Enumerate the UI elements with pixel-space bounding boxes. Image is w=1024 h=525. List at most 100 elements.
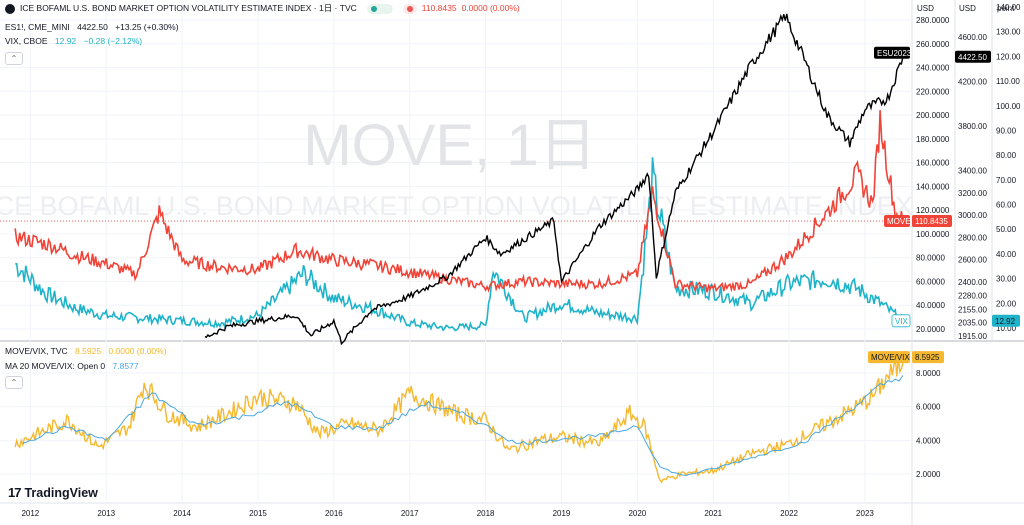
move-axis-unit[interactable]: USD xyxy=(917,4,934,13)
move-axis-tick-label: 60.0000 xyxy=(916,277,945,286)
move-axis-tick-label: 40.0000 xyxy=(916,301,945,310)
es-axis-tick-label: 2155.00 xyxy=(958,305,987,314)
collapse-ratio-legend-button[interactable]: ⌃ xyxy=(5,376,23,389)
vix-axis-tick-label: 30.00 xyxy=(996,275,1017,284)
es-series-line xyxy=(204,13,904,346)
move-line-label-bg xyxy=(884,215,910,228)
es-axis-tick-label: 2280.00 xyxy=(958,291,987,300)
move-axis-tick-label: 100.0000 xyxy=(916,230,950,239)
vix-axis-tick-label: 130.00 xyxy=(996,28,1021,37)
vix-axis-tick-label: 20.00 xyxy=(996,299,1017,308)
move-axis-value-bg xyxy=(912,215,952,228)
tradingview-logo-icon: 17 xyxy=(8,485,22,500)
es-line-label: ESU2023 xyxy=(877,49,912,58)
ratio-axis-tick-label: 4.0000 xyxy=(916,436,941,445)
es-axis-value: 4422.50 xyxy=(958,53,987,62)
year-tick-label: 2014 xyxy=(173,509,191,518)
vix-series-line xyxy=(15,157,904,332)
ratio-symbol: MOVE/VIX, TVC xyxy=(5,346,68,356)
move-axis-tick-label: 80.0000 xyxy=(916,254,945,263)
ma-series-line xyxy=(22,375,904,476)
vix-axis-tick-label: 40.00 xyxy=(996,250,1017,259)
ma-legend[interactable]: MA 20 MOVE/VIX: Open 0 7.8577 xyxy=(5,361,144,372)
vix-axis-value: 12.92 xyxy=(995,317,1016,326)
vix-symbol: VIX, CBOE xyxy=(5,36,48,46)
move-axis-tick-label: 260.0000 xyxy=(916,40,950,49)
move-axis-value: 110.8435 xyxy=(915,217,948,226)
data-status-icon[interactable] xyxy=(402,3,417,14)
year-tick-label: 2022 xyxy=(780,509,798,518)
vix-line-label-border xyxy=(891,314,911,328)
ratio-axis-value: 8.5925 xyxy=(915,353,940,362)
move-axis-tick-label: 20.0000 xyxy=(916,325,945,334)
tradingview-wordmark: TradingView xyxy=(24,485,98,500)
es-legend[interactable]: ES1!, CME_MINI 4422.50 +13.25 (+0.30%) xyxy=(5,22,184,33)
vix-axis-tick-label: 60.00 xyxy=(996,201,1017,210)
ratio-line-label: MOVE/VIX xyxy=(871,353,910,362)
es-axis-tick-label: 2800.00 xyxy=(958,233,987,242)
year-tick-label: 2023 xyxy=(856,509,874,518)
es-axis-tick-label: 3400.00 xyxy=(958,167,987,176)
ratio-axis-value-bg xyxy=(912,351,944,364)
es-symbol: ES1!, CME_MINI xyxy=(5,22,70,32)
vix-legend[interactable]: VIX, CBOE 12.92 −0.28 (−2.12%) xyxy=(5,36,147,47)
year-tick-label: 2012 xyxy=(21,509,39,518)
year-tick-label: 2020 xyxy=(628,509,646,518)
year-tick-label: 2018 xyxy=(477,509,495,518)
year-tick-label: 2021 xyxy=(704,509,722,518)
ratio-price: 8.5925 xyxy=(75,346,102,356)
year-tick-label: 2019 xyxy=(553,509,571,518)
es-axis-tick-label: 3200.00 xyxy=(958,189,987,198)
vix-price: 12.92 xyxy=(54,36,77,46)
watermark-main: MOVE, 1日 xyxy=(303,113,596,178)
symbol-legend: ICE BOFAML U.S. BOND MARKET OPTION VOLAT… xyxy=(5,3,525,14)
ratio-legend[interactable]: MOVE/VIX, TVC 8.5925 0.0000 (0.00%) xyxy=(5,346,172,357)
tradingview-logo[interactable]: 17 TradingView xyxy=(8,485,98,500)
es-axis-tick-label: 3800.00 xyxy=(958,122,987,131)
vix-axis-tick-label: 140.00 xyxy=(996,3,1021,12)
ma-name: MA 20 MOVE/VIX: Open 0 xyxy=(5,361,106,371)
es-axis-tick-label: 2400.00 xyxy=(958,278,987,287)
vix-axis-tick-label: 110.00 xyxy=(996,77,1020,86)
ratio-line-label-bg xyxy=(868,351,910,364)
move-axis-tick-label: 280.0000 xyxy=(916,16,950,25)
es-axis-tick-label: 2035.00 xyxy=(958,319,987,328)
es-axis-value-bg xyxy=(955,50,991,63)
symbol-title: ICE BOFAML U.S. BOND MARKET OPTION VOLAT… xyxy=(20,3,357,13)
vix-axis-unit[interactable]: point xyxy=(997,4,1015,13)
move-axis-tick-label: 180.0000 xyxy=(916,135,950,144)
vix-change: −0.28 (−2.12%) xyxy=(83,36,143,46)
ratio-axis-tick-label: 8.0000 xyxy=(916,369,941,378)
header-change: 0.0000 (0.00%) xyxy=(461,3,520,13)
vix-axis-tick-label: 50.00 xyxy=(996,225,1017,234)
vix-axis-tick-label: 80.00 xyxy=(996,151,1017,160)
ratio-axis-tick-label: 6.0000 xyxy=(916,403,941,412)
es-axis-unit[interactable]: USD xyxy=(959,4,976,13)
vix-line-label-bg xyxy=(892,314,910,327)
es-line-label-bg xyxy=(874,46,910,59)
vix-axis-tick-label: 70.00 xyxy=(996,176,1017,185)
ma-value: 7.8577 xyxy=(112,361,139,371)
collapse-legend-button[interactable]: ⌃ xyxy=(5,52,23,65)
move-axis-tick-label: 200.0000 xyxy=(916,111,950,120)
year-tick-label: 2015 xyxy=(249,509,267,518)
move-axis-tick-label: 240.0000 xyxy=(916,64,950,73)
vix-axis-value-bg xyxy=(992,314,1020,327)
move-axis-tick-label: 220.0000 xyxy=(916,87,950,96)
es-change: +13.25 (+0.30%) xyxy=(115,22,179,32)
vix-axis-tick-label: 10.00 xyxy=(996,324,1017,333)
vix-axis-tick-label: 90.00 xyxy=(996,126,1017,135)
market-status-icon[interactable] xyxy=(366,3,393,14)
es-axis-tick-label: 4200.00 xyxy=(958,78,987,87)
move-axis-tick-label: 140.0000 xyxy=(916,182,950,191)
es-price: 4422.50 xyxy=(77,22,108,32)
move-axis-tick-label: 120.0000 xyxy=(916,206,950,215)
watermark-subtitle: ICE BOFAML U.S. BOND MARKET OPTION VOLAT… xyxy=(0,191,913,221)
year-tick-label: 2013 xyxy=(97,509,115,518)
es-axis-tick-label: 2600.00 xyxy=(958,256,987,265)
year-tick-label: 2016 xyxy=(325,509,343,518)
es-axis-tick-label: 3000.00 xyxy=(958,211,987,220)
move-line-label: MOVE xyxy=(887,217,911,226)
